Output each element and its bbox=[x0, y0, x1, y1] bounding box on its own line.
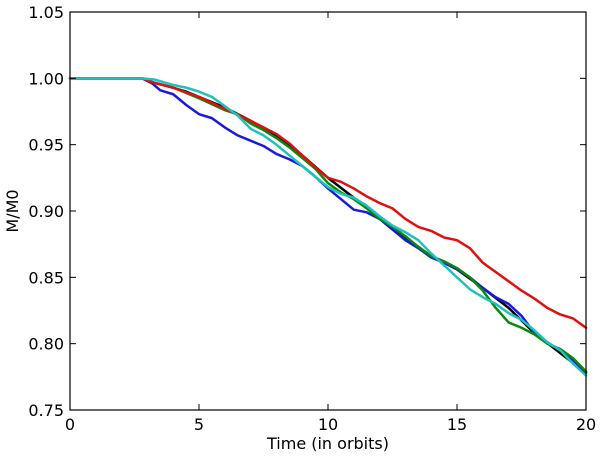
plot-frame bbox=[69, 11, 587, 411]
series-layer bbox=[68, 77, 588, 377]
x-tick-label: 5 bbox=[194, 415, 204, 434]
y-tick-label: 1.00 bbox=[28, 69, 64, 88]
x-tick-label: 0 bbox=[65, 415, 75, 434]
y-axis-ticks: 0.75 0.80 0.85 0.90 0.95 1.00 1.05 bbox=[28, 3, 586, 420]
x-tick-label: 15 bbox=[447, 415, 467, 434]
y-tick-label: 0.90 bbox=[28, 202, 64, 221]
series-line-2 bbox=[68, 77, 588, 373]
y-tick-label: 0.80 bbox=[28, 335, 64, 354]
series-line-3 bbox=[68, 77, 588, 373]
x-axis-ticks: 0 5 10 15 20 bbox=[65, 12, 596, 434]
series-line-5 bbox=[68, 77, 588, 377]
series-line-4 bbox=[68, 77, 588, 329]
y-tick-label: 1.05 bbox=[28, 3, 64, 22]
y-tick-label: 0.95 bbox=[28, 136, 64, 155]
series-line-1 bbox=[68, 77, 588, 375]
x-tick-label: 20 bbox=[576, 415, 596, 434]
y-axis-title: M/M0 bbox=[3, 189, 22, 232]
y-tick-label: 0.85 bbox=[28, 268, 64, 287]
x-axis-title: Time (in orbits) bbox=[266, 434, 389, 453]
y-tick-label: 0.75 bbox=[28, 401, 64, 420]
plot-area bbox=[68, 11, 588, 411]
x-tick-label: 10 bbox=[318, 415, 338, 434]
